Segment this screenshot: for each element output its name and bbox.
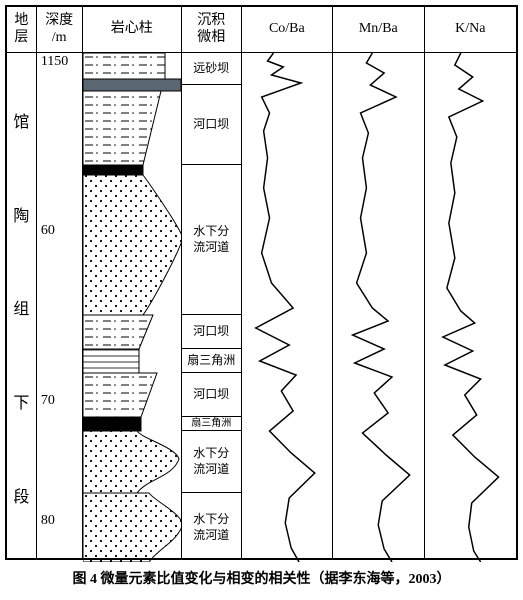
col-curve1: Co/Ba: [242, 7, 333, 558]
header-curve1: Co/Ba: [242, 7, 332, 53]
lith-layer: [83, 315, 153, 349]
lith-layer: [83, 165, 143, 175]
facies-cell: 河口坝: [182, 85, 241, 165]
col-core: 岩心柱: [83, 7, 182, 558]
header-curve3: K/Na: [425, 7, 516, 53]
curve-line: [353, 53, 410, 562]
curve3-body: [425, 53, 516, 562]
formation-char: 陶: [13, 202, 29, 226]
depth-mark: 1150: [41, 54, 68, 70]
depth-mark: 60: [41, 223, 55, 239]
lith-layer: [83, 431, 179, 493]
curve-line: [255, 53, 314, 562]
formation-char: 段: [13, 483, 29, 507]
depth-mark: 70: [41, 393, 55, 409]
formation-char: 组: [13, 295, 29, 319]
core-body: [83, 53, 181, 562]
curve1-body: [242, 53, 332, 562]
col-facies: 沉积 微相 远砂坝河口坝水下分 流河道河口坝扇三角洲河口坝扇三角洲水下分 流河道…: [182, 7, 242, 558]
lith-layer: [83, 373, 157, 417]
depth-body: 1150 60 70 80: [37, 53, 82, 562]
facies-cell: 河口坝: [182, 373, 241, 417]
header-core: 岩心柱: [83, 7, 181, 53]
lith-layer: [83, 417, 141, 431]
curve-line: [442, 53, 498, 562]
col-formation: 地 层 馆陶组下段: [7, 7, 37, 558]
col-curve2: Mn/Ba: [333, 7, 424, 558]
lith-layer: [83, 175, 181, 315]
facies-cell: 远砂坝: [182, 53, 241, 85]
lith-layer: [83, 91, 161, 165]
formation-body: 馆陶组下段: [7, 53, 36, 562]
figure-caption: 图 4 微量元素比值变化与相变的相关性（据李东海等，2003）: [5, 568, 518, 588]
facies-cell: 河口坝: [182, 315, 241, 349]
header-depth: 深度 /m: [37, 7, 82, 53]
diagram-frame: 地 层 馆陶组下段 深度 /m 1150 60 70 80 岩心柱 沉积 微相 远砂坝…: [5, 5, 518, 560]
header-formation: 地 层: [7, 7, 36, 53]
facies-cell: 水下分 流河道: [182, 493, 241, 562]
header-curve2: Mn/Ba: [333, 7, 423, 53]
lith-layer: [83, 349, 139, 373]
facies-cell: 扇三角洲: [182, 349, 241, 373]
curve2-svg: [333, 53, 423, 562]
lith-layer: [83, 493, 181, 562]
lith-layer: [83, 79, 181, 91]
facies-cell: 水下分 流河道: [182, 431, 241, 493]
header-facies: 沉积 微相: [182, 7, 241, 53]
depth-mark: 80: [41, 513, 55, 529]
facies-cell: 水下分 流河道: [182, 165, 241, 315]
col-depth: 深度 /m 1150 60 70 80: [37, 7, 83, 558]
lith-layer: [83, 53, 165, 79]
facies-cell: 扇三角洲: [182, 417, 241, 431]
formation-char: 下: [13, 389, 29, 413]
col-curve3: K/Na: [425, 7, 516, 558]
curve3-svg: [425, 53, 516, 562]
curve1-svg: [242, 53, 332, 562]
facies-body: 远砂坝河口坝水下分 流河道河口坝扇三角洲河口坝扇三角洲水下分 流河道水下分 流河…: [182, 53, 241, 562]
curve2-body: [333, 53, 423, 562]
formation-char: 馆: [13, 108, 29, 132]
